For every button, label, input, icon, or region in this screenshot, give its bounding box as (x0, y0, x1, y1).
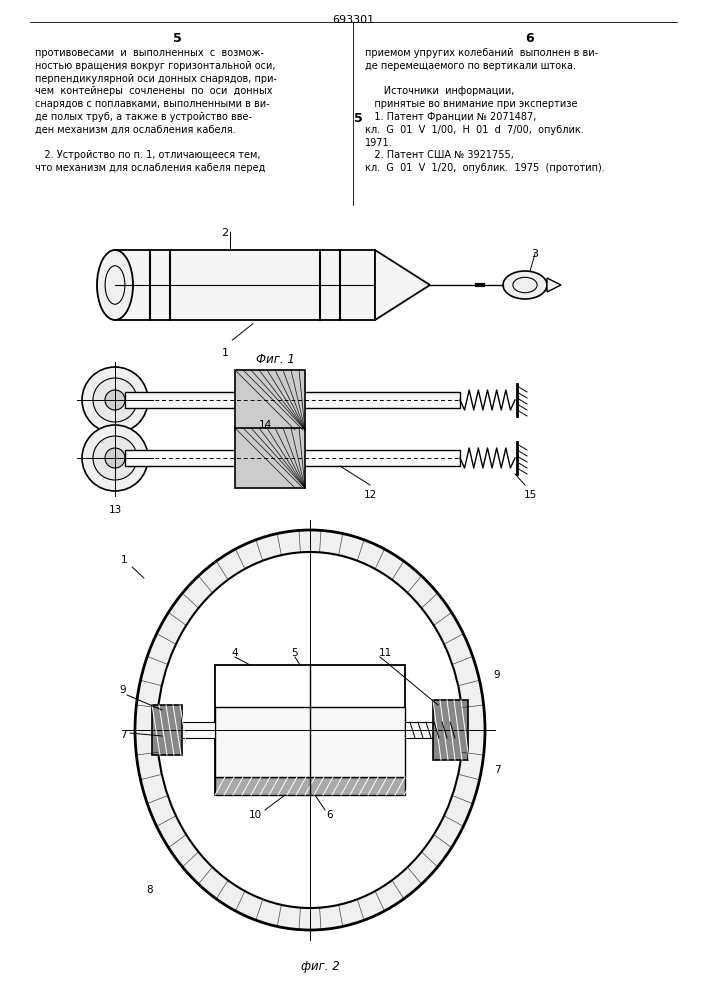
Text: де полых труб, а также в устройство вве-: де полых труб, а также в устройство вве- (35, 112, 252, 122)
Text: 7: 7 (119, 730, 127, 740)
Bar (235, 370, 305, 430)
Text: 13: 13 (108, 505, 122, 515)
Text: 2: 2 (221, 228, 228, 238)
Text: Источники  информации,: Источники информации, (365, 86, 515, 96)
Polygon shape (547, 278, 561, 292)
Text: 1: 1 (221, 348, 228, 358)
Text: ден механизм для ослабления кабеля.: ден механизм для ослабления кабеля. (35, 125, 235, 135)
Ellipse shape (503, 271, 547, 299)
Text: 15: 15 (523, 490, 537, 500)
Text: перпендикулярной оси донных снарядов, при-: перпендикулярной оси донных снарядов, пр… (35, 74, 277, 84)
Bar (97, 278, 115, 292)
Text: 11: 11 (378, 648, 392, 658)
Ellipse shape (157, 552, 463, 908)
Text: приемом упругих колебаний  выполнен в ви-: приемом упругих колебаний выполнен в ви- (365, 48, 598, 58)
Text: 4: 4 (232, 648, 238, 658)
Bar (215, 707, 405, 777)
Text: 1: 1 (120, 555, 127, 565)
Text: 5: 5 (173, 32, 182, 45)
Text: 7: 7 (493, 765, 501, 775)
Text: 9: 9 (493, 670, 501, 680)
Text: 2. Патент США № 3921755,: 2. Патент США № 3921755, (365, 150, 514, 160)
Circle shape (82, 425, 148, 491)
Text: де перемещаемого по вертикали штока.: де перемещаемого по вертикали штока. (365, 61, 576, 71)
Bar (125, 450, 460, 466)
Text: 8: 8 (146, 885, 153, 895)
Text: ностью вращения вокруг горизонтальной оси,: ностью вращения вокруг горизонтальной ос… (35, 61, 276, 71)
Text: чем  контейнеры  сочленены  по  оси  донных: чем контейнеры сочленены по оси донных (35, 86, 272, 96)
Circle shape (105, 448, 125, 468)
Text: кл.  G  01  V  1/20,  опублик.  1975  (прототип).: кл. G 01 V 1/20, опублик. 1975 (прототип… (365, 163, 604, 173)
Text: 693301: 693301 (332, 15, 374, 25)
Ellipse shape (97, 250, 133, 320)
Text: 1. Патент Франции № 2071487,: 1. Патент Франции № 2071487, (365, 112, 537, 122)
Bar (215, 665, 405, 795)
Text: Фиг. 1: Фиг. 1 (255, 353, 294, 366)
Text: 12: 12 (363, 490, 377, 500)
Text: кл.  G  01  V  1/00,  H  01  d  7/00,  опублик.: кл. G 01 V 1/00, H 01 d 7/00, опублик. (365, 125, 584, 135)
Text: 5: 5 (292, 648, 298, 658)
Bar (405, 722, 463, 738)
Bar (215, 777, 405, 795)
Polygon shape (375, 250, 430, 320)
Bar (115, 250, 375, 320)
Text: противовесами  и  выполненных  с  возмож-: противовесами и выполненных с возмож- (35, 48, 264, 58)
Ellipse shape (135, 530, 485, 930)
Text: 3: 3 (532, 249, 539, 259)
Text: 6: 6 (526, 32, 534, 45)
Bar (235, 428, 305, 488)
Bar (157, 722, 215, 738)
Text: 10: 10 (248, 810, 262, 820)
Circle shape (93, 436, 137, 480)
Text: 14: 14 (258, 420, 271, 430)
Text: 9: 9 (119, 685, 127, 695)
Text: что механизм для ослабления кабеля перед: что механизм для ослабления кабеля перед (35, 163, 265, 173)
Circle shape (82, 367, 148, 433)
Text: 2. Устройство по п. 1, отличающееся тем,: 2. Устройство по п. 1, отличающееся тем, (35, 150, 260, 160)
Bar (125, 392, 460, 408)
Text: принятые во внимание при экспертизе: принятые во внимание при экспертизе (365, 99, 578, 109)
Text: 5: 5 (354, 112, 363, 125)
Text: 1971.: 1971. (365, 138, 392, 148)
Circle shape (93, 378, 137, 422)
Bar (152, 705, 182, 755)
Bar (433, 700, 468, 760)
Text: снарядов с поплавками, выполненными в ви-: снарядов с поплавками, выполненными в ви… (35, 99, 269, 109)
Circle shape (105, 390, 125, 410)
Text: 6: 6 (327, 810, 333, 820)
Text: фиг. 2: фиг. 2 (300, 960, 339, 973)
